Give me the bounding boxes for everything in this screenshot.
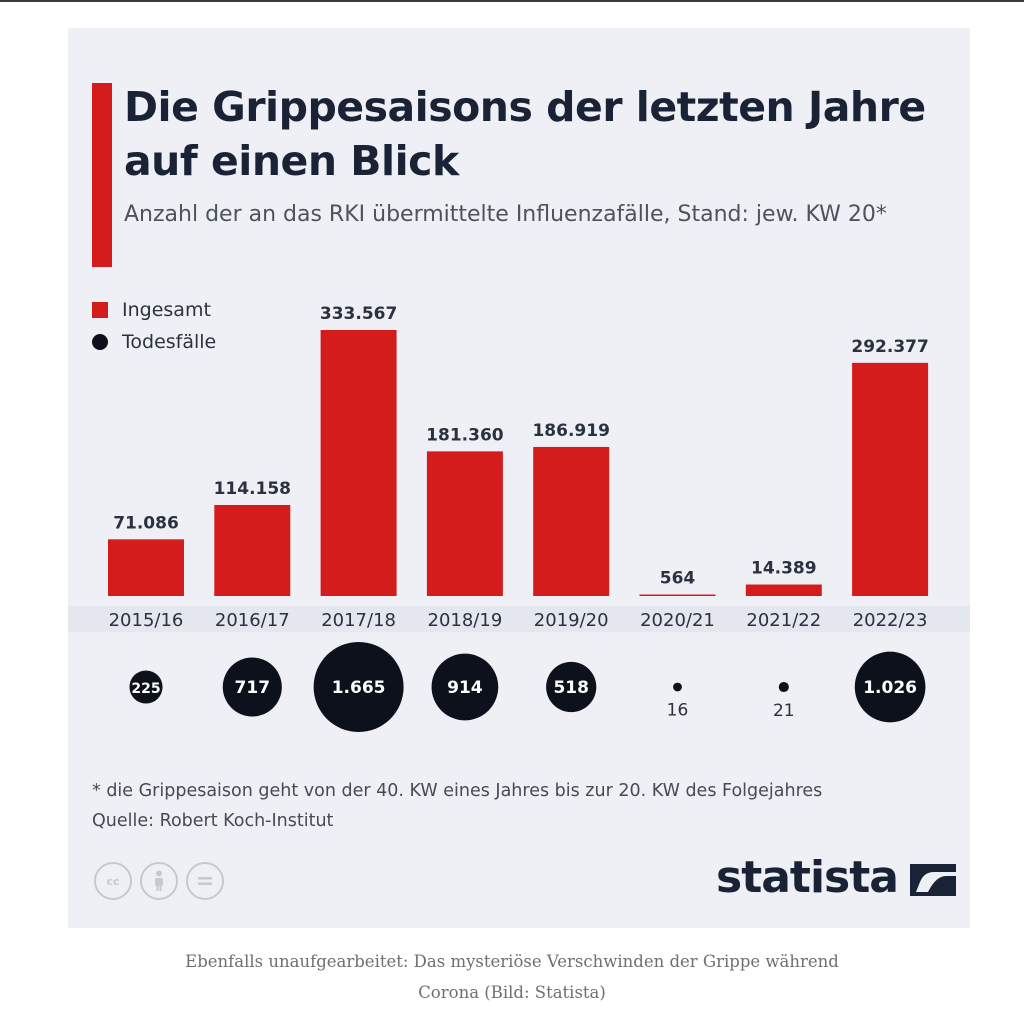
bar-2015/16 bbox=[108, 539, 184, 596]
legend-swatch-deaths bbox=[92, 334, 108, 350]
death-dot-2016/17 bbox=[222, 657, 282, 717]
legend-item-deaths: Todesfälle bbox=[92, 326, 216, 358]
x-tick-label: 2016/17 bbox=[215, 610, 290, 631]
x-tick-label: 2019/20 bbox=[534, 610, 609, 631]
death-dot-2021/22 bbox=[778, 681, 789, 693]
x-tick-label: 2017/18 bbox=[321, 610, 396, 631]
death-dot-2017/18 bbox=[313, 642, 404, 732]
caption-line-2: Corona (Bild: Statista) bbox=[418, 983, 606, 1002]
death-value-label: 717 bbox=[235, 678, 271, 698]
death-value-label: 16 bbox=[667, 700, 689, 720]
bar-2022/23 bbox=[852, 362, 929, 596]
death-dot-2019/20 bbox=[546, 661, 597, 713]
bar-chart: 71.086 2015/16 225 114.158 2016/17 717 333.567… bbox=[68, 304, 970, 732]
infographic-card bbox=[68, 28, 970, 928]
legend-item-total: Ingesamt bbox=[92, 294, 216, 326]
death-value-label: 914 bbox=[447, 678, 483, 698]
caption-line-1: Ebenfalls unaufgearbeitet: Das mysteriös… bbox=[185, 952, 839, 971]
top-border bbox=[0, 0, 1024, 2]
x-tick-label: 2020/21 bbox=[640, 610, 715, 631]
legend-label-deaths: Todesfälle bbox=[122, 331, 217, 353]
title-accent-bar bbox=[92, 83, 112, 267]
death-value-label: 1.665 bbox=[332, 678, 386, 698]
cc-icon: cc bbox=[94, 862, 132, 900]
bar-value-label: 14.389 bbox=[751, 559, 817, 579]
brand-wordmark: statista bbox=[716, 852, 899, 903]
bar-2020/21 bbox=[639, 594, 716, 596]
footnote-source: Quelle: Robert Koch-Institut bbox=[92, 811, 334, 831]
bar-2018/19 bbox=[426, 451, 503, 596]
death-value-label: 1.026 bbox=[863, 678, 917, 698]
bar-value-label: 71.086 bbox=[113, 513, 179, 533]
bar-2016/17 bbox=[214, 504, 291, 596]
chart-title: Die Grippesaisons der letzten Jahre auf … bbox=[124, 83, 926, 185]
death-dot-2018/19 bbox=[431, 653, 499, 721]
death-value-label: 21 bbox=[773, 701, 795, 721]
death-dot-2015/16 bbox=[129, 670, 163, 704]
svg-text:cc: cc bbox=[106, 875, 119, 888]
bar-2019/20 bbox=[533, 446, 610, 596]
attribution-person-icon bbox=[140, 862, 178, 900]
bar-value-label: 564 bbox=[660, 569, 696, 589]
bar-value-label: 186.919 bbox=[532, 421, 609, 441]
bar-value-label: 181.360 bbox=[426, 425, 504, 445]
x-tick-label: 2015/16 bbox=[109, 610, 184, 631]
bar-2021/22 bbox=[745, 584, 822, 596]
brand: statista bbox=[716, 852, 958, 903]
x-tick-label: 2018/19 bbox=[428, 610, 503, 631]
footnote: * die Grippesaison geht von der 40. KW e… bbox=[92, 776, 972, 836]
statista-logo-icon bbox=[909, 863, 956, 896]
x-tick-label: 2022/23 bbox=[853, 610, 928, 631]
bar-2017/18 bbox=[320, 330, 397, 596]
bar-value-label: 333.567 bbox=[320, 304, 397, 324]
footnote-note: * die Grippesaison geht von der 40. KW e… bbox=[92, 781, 823, 801]
legend: Ingesamt Todesfälle bbox=[92, 294, 216, 358]
image-caption: Ebenfalls unaufgearbeitet: Das mysteriös… bbox=[0, 946, 1024, 1008]
death-value-label: 518 bbox=[553, 678, 589, 698]
chart-subtitle: Anzahl der an das RKI übermittelte Influ… bbox=[124, 202, 887, 227]
x-axis-band bbox=[68, 606, 970, 632]
no-derivatives-icon bbox=[186, 862, 224, 900]
license-icons: cc bbox=[94, 862, 224, 900]
death-dot-2020/21 bbox=[673, 682, 682, 692]
bar-value-label: 292.377 bbox=[851, 337, 928, 357]
death-dot-2022/23 bbox=[854, 651, 926, 723]
x-tick-label: 2021/22 bbox=[746, 610, 821, 631]
death-value-label: 225 bbox=[131, 681, 160, 697]
legend-label-total: Ingesamt bbox=[122, 299, 211, 321]
bar-value-label: 114.158 bbox=[214, 479, 291, 499]
legend-swatch-total bbox=[92, 302, 108, 318]
